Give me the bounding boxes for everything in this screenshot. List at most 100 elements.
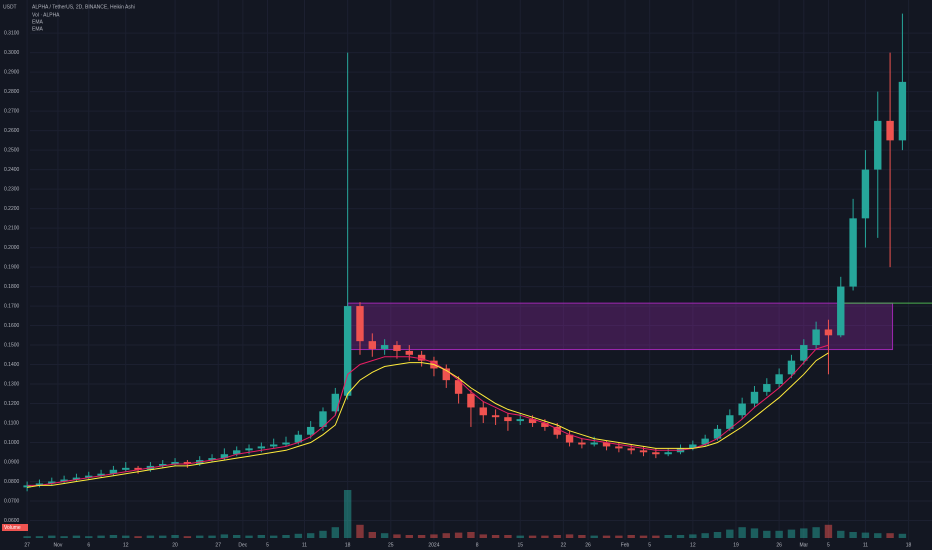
x-tick-label: 8 — [476, 542, 479, 548]
y-tick-label: 0.2200 — [4, 206, 20, 212]
candle-body — [331, 393, 340, 412]
x-tick-label: 15 — [517, 542, 523, 548]
ema-layer — [27, 344, 829, 488]
y-tick-label: 0.0900 — [4, 459, 20, 465]
volume-bar — [233, 535, 241, 538]
ema-line — [27, 352, 829, 488]
x-tick-label: Feb — [621, 542, 630, 548]
volume-bar — [134, 536, 142, 538]
candle-body — [553, 426, 561, 435]
volume-bar — [467, 532, 475, 538]
candle-body — [467, 393, 475, 408]
candle-body — [122, 467, 130, 470]
volume-bar — [713, 532, 722, 538]
volume-bar — [60, 536, 68, 538]
volume-bar — [97, 535, 105, 538]
candle-body — [393, 345, 401, 351]
candle-body — [590, 442, 598, 445]
candle-body — [48, 481, 56, 484]
volume-bar — [491, 535, 500, 538]
y-tick-label: 0.2700 — [4, 108, 20, 114]
volume-bar — [331, 527, 340, 538]
volume-bar — [245, 535, 253, 538]
volume-bar — [763, 530, 771, 538]
volume-bar — [368, 532, 377, 538]
y-tick-label: 0.1700 — [4, 303, 20, 309]
y-tick-label: 0.1200 — [4, 401, 20, 407]
candle-body — [664, 452, 672, 455]
volume-bar — [849, 532, 857, 538]
candle-body — [233, 450, 241, 455]
volume-bar — [590, 535, 598, 538]
volume-bar — [812, 527, 820, 538]
y-tick-label: 0.1400 — [4, 362, 20, 368]
y-tick-label: 0.1100 — [4, 420, 19, 426]
candle-body — [602, 442, 611, 447]
candle-body — [35, 483, 44, 486]
y-tick-label: 0.1000 — [4, 440, 20, 446]
x-tick-label: 11 — [863, 542, 868, 548]
candle-body — [368, 341, 377, 349]
volume-bar — [516, 535, 524, 538]
volume-bar — [578, 535, 586, 538]
candle-body — [306, 426, 315, 435]
candle-body — [491, 415, 500, 418]
candle-body — [171, 462, 179, 464]
volume-bar — [701, 533, 709, 538]
x-tick-label: 18 — [906, 542, 912, 548]
candle-body — [713, 428, 722, 439]
volume-bar — [738, 527, 746, 538]
volume-bar — [787, 529, 796, 538]
candle-body — [343, 306, 352, 396]
y-tick-label: 0.2000 — [4, 245, 20, 251]
volume-bar — [898, 533, 907, 538]
volume-bar — [183, 536, 192, 538]
zone-layer — [347, 302, 932, 351]
volume-bar — [442, 533, 450, 538]
candle-body — [824, 329, 833, 336]
volume-bar — [159, 535, 167, 538]
candle-body — [134, 467, 142, 470]
candle-body — [750, 391, 759, 404]
x-tick-label: 25 — [388, 542, 394, 548]
volume-bar — [393, 534, 401, 538]
x-tick-label: 11 — [302, 542, 307, 548]
volume-bar — [615, 535, 623, 538]
volume-bar — [541, 535, 549, 538]
candle-body — [726, 415, 734, 429]
volume-bar — [282, 535, 290, 538]
volume-bar — [886, 533, 894, 538]
x-tick-label: Nov — [53, 542, 62, 548]
candle-body — [578, 442, 586, 445]
volume-bar — [356, 524, 364, 538]
candle-body — [849, 218, 857, 287]
zone — [347, 302, 894, 351]
volume-bar — [294, 533, 303, 538]
volume-bar — [257, 535, 266, 538]
candle-body — [442, 368, 450, 381]
label-layer: USDT ALPHA / TetherUS, 2D, BINANCE, Heik… — [2, 4, 912, 548]
volume-bar — [479, 534, 487, 538]
volume-bar — [48, 535, 56, 538]
volume-bar — [380, 533, 389, 538]
x-tick-label: 2024 — [428, 542, 439, 548]
volume-bar — [775, 530, 783, 538]
candle-body — [109, 469, 118, 474]
candle-body — [356, 306, 364, 342]
y-tick-label: 0.1800 — [4, 284, 20, 290]
candle-body — [269, 444, 278, 447]
y-tick-label: 0.1500 — [4, 342, 20, 348]
candle-body — [565, 434, 574, 443]
volume-bar — [627, 535, 635, 538]
volume-bar — [565, 534, 574, 538]
candle-body — [479, 407, 487, 416]
volume-layer — [23, 490, 907, 538]
volume-bar — [861, 532, 870, 538]
volume-bar — [319, 530, 327, 538]
y-tick-label: 0.3100 — [4, 30, 20, 36]
volume-bar — [269, 535, 278, 538]
chart-title: ALPHA / TetherUS, 2D, BINANCE, Heikin As… — [32, 4, 135, 10]
volume-bar — [750, 528, 759, 538]
volume-bar — [689, 534, 697, 538]
